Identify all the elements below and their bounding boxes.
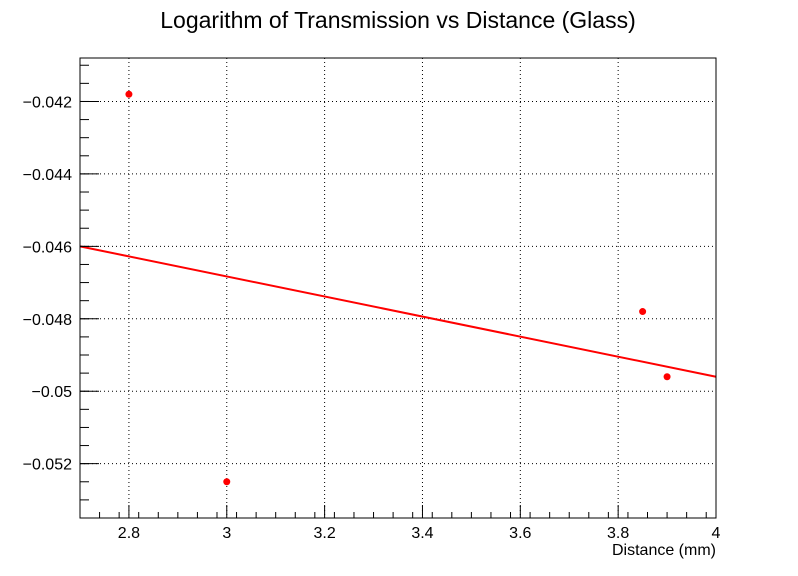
fit-line-layer (79, 245, 717, 378)
y-tick-label: −0.044 (23, 167, 72, 184)
plot-frame (79, 57, 717, 519)
y-tick-label: −0.05 (32, 384, 73, 401)
x-tick-label: 3.8 (607, 525, 629, 542)
data-point (125, 90, 133, 98)
x-tick-labels: 2.8 3 3.2 3.4 3.6 3.8 4 (118, 525, 721, 542)
chart-title: Logarithm of Transmission vs Distance (G… (160, 7, 636, 33)
data-point (223, 478, 231, 486)
fit-line (79, 245, 717, 378)
axis-ticks (79, 64, 717, 519)
y-tick-label: −0.042 (23, 94, 72, 111)
x-tick-label: 3.2 (313, 525, 335, 542)
data-point (639, 308, 647, 316)
x-tick-label: 4 (712, 525, 721, 542)
x-tick-label: 3 (222, 525, 231, 542)
y-tick-labels: −0.052 −0.05 −0.048 −0.046 −0.044 −0.042 (23, 94, 72, 473)
y-tick-label: −0.052 (23, 457, 72, 474)
grid-lines (80, 58, 717, 518)
x-tick-label: 3.4 (411, 525, 433, 542)
x-tick-label: 3.6 (509, 525, 531, 542)
x-tick-label: 2.8 (118, 525, 140, 542)
y-tick-label: −0.048 (23, 312, 72, 329)
x-axis-label: Distance (mm) (612, 542, 716, 559)
data-points-layer (125, 90, 671, 486)
data-point (663, 373, 671, 381)
y-tick-label: −0.046 (23, 239, 72, 256)
